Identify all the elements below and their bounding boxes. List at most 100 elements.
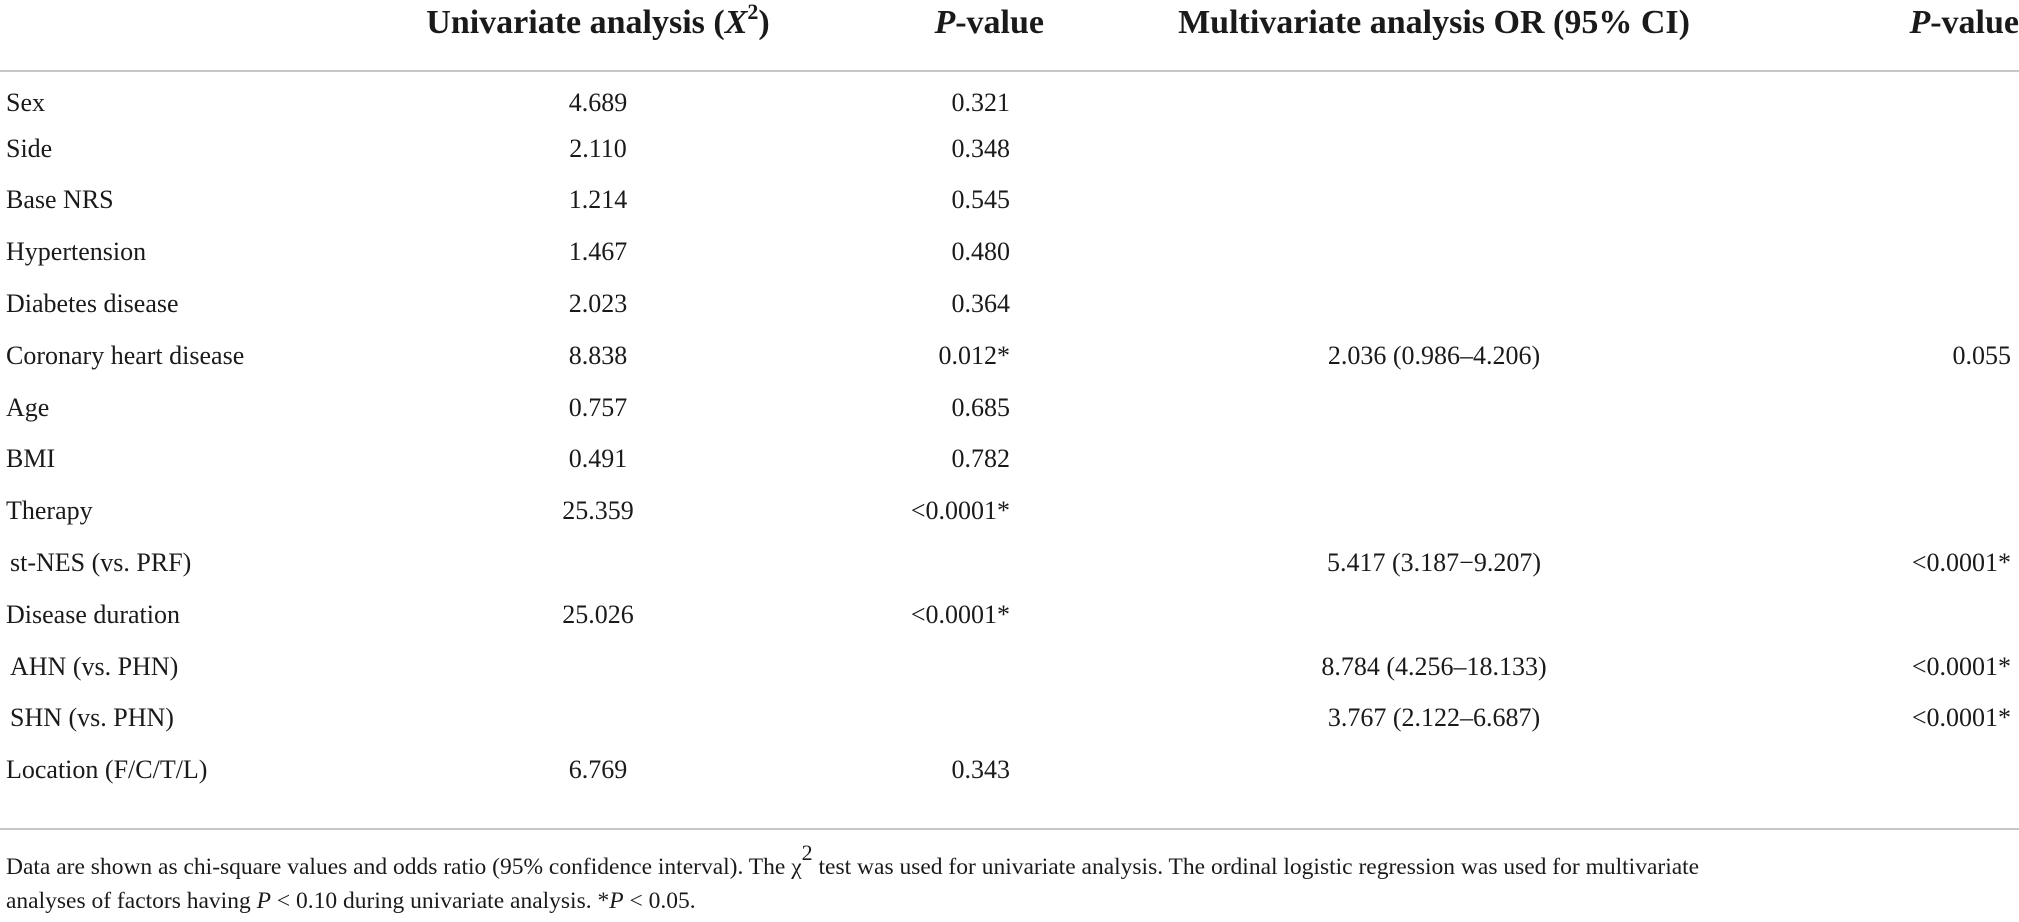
cell-pvalue-1: 0.321	[951, 88, 1011, 118]
footnote-variable: P	[609, 888, 624, 914]
header-univariate: Univariate analysis (X2)	[378, 0, 798, 72]
cell-multivariate: 5.417 (3.187−9.207)	[1327, 548, 1541, 578]
table-row: AHN (vs. PHN) 8.784 (4.256–18.133) <0.0001…	[0, 641, 2019, 693]
table-row: Hypertension 1.467 0.480	[0, 226, 2019, 278]
header-univariate-sup: 2	[747, 0, 759, 24]
row-label: Disease duration	[6, 599, 181, 629]
row-label: Hypertension	[6, 237, 147, 267]
row-label: Location (F/C/T/L)	[6, 755, 208, 785]
row-label: Base NRS	[6, 185, 114, 215]
header-pvalue-1-var: P	[934, 4, 956, 41]
footnote-superscript: 2	[801, 840, 813, 865]
footnote-line-1: Data are shown as chi-square values and …	[6, 842, 2016, 884]
cell-univariate: 0.491	[568, 444, 628, 474]
table-row: Therapy 25.359 <0.0001*	[0, 485, 2019, 537]
row-label: Sex	[6, 88, 45, 118]
cell-pvalue-1: 0.782	[951, 444, 1011, 474]
row-label: Diabetes disease	[6, 289, 179, 319]
row-label: st-NES (vs. PRF)	[10, 548, 192, 578]
cell-pvalue-2	[1726, 744, 2019, 796]
cell-pvalue-2: <0.0001*	[1911, 548, 2011, 578]
table-body: Sex 4.689 0.321 Side 2.110 0.348 Base NRS 1.2…	[0, 71, 2019, 796]
cell-multivariate: 3.767 (2.122–6.687)	[1327, 703, 1541, 733]
cell-univariate: 8.838	[568, 340, 628, 370]
cell-pvalue-2: 0.055	[1952, 340, 2012, 370]
cell-multivariate	[1102, 434, 1726, 486]
row-label: Side	[6, 133, 53, 163]
cell-multivariate	[1102, 71, 1726, 123]
table-row: Coronary heart disease 8.838 0.012* 2.036 (…	[0, 330, 2019, 382]
cell-pvalue-2	[1726, 71, 2019, 123]
table-row: Base NRS 1.214 0.545	[0, 175, 2019, 227]
cell-pvalue-2	[1726, 382, 2019, 434]
cell-multivariate	[1102, 744, 1726, 796]
table-header: Univariate analysis (X2) P-value Multiva…	[0, 0, 2019, 72]
cell-multivariate	[1102, 175, 1726, 227]
cell-multivariate	[1102, 589, 1726, 641]
cell-multivariate	[1102, 485, 1726, 537]
cell-pvalue-2: <0.0001*	[1911, 651, 2011, 681]
cell-univariate: 6.769	[568, 755, 628, 785]
row-label: BMI	[6, 444, 56, 474]
cell-multivariate	[1102, 278, 1726, 330]
cell-univariate: 1.467	[568, 237, 628, 267]
cell-pvalue-1: 0.343	[951, 755, 1011, 785]
table-row: Side 2.110 0.348	[0, 123, 2019, 175]
cell-pvalue-1: <0.0001*	[910, 599, 1010, 629]
table-row: st-NES (vs. PRF) 5.417 (3.187−9.207) <0.00…	[0, 537, 2019, 589]
table-footnote: Data are shown as chi-square values and …	[6, 842, 2016, 918]
cell-univariate	[378, 641, 798, 693]
cell-univariate: 25.359	[562, 496, 634, 526]
cell-univariate: 2.110	[569, 133, 627, 163]
footnote-variable: P	[256, 888, 271, 914]
cell-pvalue-1	[798, 537, 1102, 589]
cell-pvalue-2	[1726, 278, 2019, 330]
footnote-line-2: analyses of factors having P < 0.10 duri…	[6, 884, 2016, 918]
row-label: AHN (vs. PHN)	[10, 651, 179, 681]
header-pvalue-2: P-value	[1726, 0, 2019, 72]
cell-multivariate	[1102, 226, 1726, 278]
row-label: Coronary heart disease	[6, 340, 245, 370]
cell-univariate	[378, 537, 798, 589]
footnote-text: < 0.05.	[623, 888, 696, 914]
header-univariate-text: Univariate analysis (	[426, 4, 725, 41]
cell-univariate: 1.214	[568, 185, 628, 215]
cell-univariate: 2.023	[568, 289, 628, 319]
cell-multivariate	[1102, 382, 1726, 434]
cell-pvalue-1: <0.0001*	[910, 496, 1010, 526]
header-pvalue-1: P-value	[798, 0, 1102, 72]
cell-pvalue-1: 0.545	[951, 185, 1011, 215]
cell-pvalue-2	[1726, 175, 2019, 227]
cell-multivariate: 8.784 (4.256–18.133)	[1321, 651, 1547, 681]
row-label: Therapy	[6, 496, 93, 526]
cell-pvalue-1: 0.364	[951, 289, 1011, 319]
cell-pvalue-1: 0.480	[951, 237, 1011, 267]
cell-pvalue-1	[798, 693, 1102, 745]
cell-pvalue-1: 0.012*	[938, 340, 1011, 370]
cell-pvalue-2	[1726, 226, 2019, 278]
row-label: Age	[6, 392, 50, 422]
header-multivariate: Multivariate analysis OR (95% CI)	[1102, 0, 1726, 72]
footnote-text: < 0.10 during univariate analysis. *	[270, 888, 610, 914]
footnote-text: Data are shown as chi-square values and …	[6, 854, 802, 880]
cell-univariate: 4.689	[568, 88, 628, 118]
cell-pvalue-1	[798, 641, 1102, 693]
cell-multivariate	[1102, 123, 1726, 175]
table-bottom-rule	[0, 828, 2019, 830]
table-row: BMI 0.491 0.782	[0, 434, 2019, 486]
cell-univariate: 25.026	[562, 599, 634, 629]
cell-pvalue-2	[1726, 485, 2019, 537]
cell-univariate	[378, 693, 798, 745]
table-row: SHN (vs. PHN) 3.767 (2.122–6.687) <0.0001*	[0, 693, 2019, 745]
cell-pvalue-2	[1726, 434, 2019, 486]
cell-pvalue-1: 0.685	[951, 392, 1011, 422]
header-univariate-close: )	[758, 4, 770, 41]
header-row: Univariate analysis (X2) P-value Multiva…	[0, 0, 2019, 72]
footnote-text: analyses of factors having	[6, 888, 257, 914]
header-pvalue-1-text: -value	[955, 4, 1044, 41]
table-row: Location (F/C/T/L) 6.769 0.343	[0, 744, 2019, 796]
cell-pvalue-2: <0.0001*	[1911, 703, 2011, 733]
header-univariate-var: X	[724, 4, 748, 41]
header-variable	[0, 0, 378, 72]
results-table: Univariate analysis (X2) P-value Multiva…	[0, 0, 2019, 796]
